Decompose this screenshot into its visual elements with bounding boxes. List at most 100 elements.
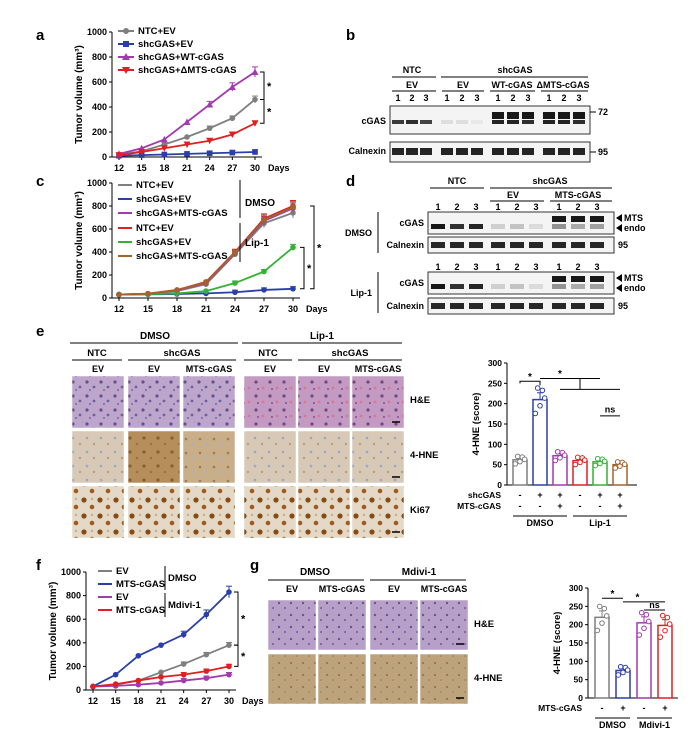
histo-e-tile [351,485,405,539]
chart-f-xtick-label: 21 [156,696,166,706]
blot-b-band-cgas-endo [420,120,432,124]
chart-f-ylabel: Tumor volume (mm³) [48,582,59,681]
blot-d-lane-label: 2 [454,202,459,212]
chart-c: 0 200 400 600 800 1000 12 15 18 21 24 27 30 Days Tumor… [74,178,328,314]
legend-f-label-3: EV [116,592,129,603]
histo-e-col-shcgas-1: shcGAS [164,348,201,359]
chart-c-xtick-label: 30 [288,304,298,314]
chart-c-series-5-point [203,279,209,286]
chart-a-sig-bracket [260,99,265,124]
blot-d-band-endo [491,224,505,229]
bar-e-point [577,459,583,466]
legend-f: EV MTS-cGAS EV MTS-cGAS DMSO Mdivi-1 [98,566,201,617]
panel-label-c: c [36,173,44,190]
blot-d-lane-label: 1 [556,262,561,272]
chart-a-ytick-label: 400 [92,102,107,112]
blot-d-arrow-mts-1 [616,214,622,222]
chart-f-series-2-point [135,681,142,688]
histo-g-tile [419,653,469,705]
blot-b-lane-label: 3 [423,93,428,103]
chart-f-series-3-point [90,683,96,690]
chart-a-xtick-label: 18 [159,163,169,173]
chart-a-series-2-point [206,101,214,108]
bar-e-row-mark: + [597,490,602,500]
chart-f: 0 200 400 600 800 1000 12 15 18 21 24 27 30 Days Tumor… [48,567,264,706]
blot-d-band-endo [510,284,524,289]
bar-g-ytick-label: 50 [574,675,584,685]
bar-g-row-mark: + [620,703,625,713]
blot-d-band-endo [552,224,566,229]
legend-f-label-1: EV [116,566,129,577]
bar-g-group-label: DMSO [599,720,626,730]
bar-e-point [581,457,588,463]
histo-g-tile [317,599,367,651]
blot-b-group-ntc: NTC [403,65,422,75]
blot-b-lane-label: 1 [546,93,551,103]
blot-b-group-shcgas: shcGAS [497,65,532,75]
bar-e-point [521,456,528,463]
bar-g-sig-label: * [636,592,640,603]
chart-c-xtick-label: 24 [230,304,240,314]
blot-d-membrane-cgas-2 [427,271,615,295]
chart-a-series-3-point [160,145,168,152]
bar-e-row-mark: + [557,501,562,511]
blot-d-lane-label: 2 [514,262,519,272]
legend-a-label-3: shcGAS+WT-cGAS [138,52,224,63]
blot-d-arrow-mts-2 [616,274,622,282]
chart-f-series-0-point [226,642,232,648]
chart-a-xtick-label: 21 [182,163,192,173]
chart-a-xlabel: Days [268,163,290,173]
chart-f-ytick-label: 1000 [61,567,81,577]
bar-e-point [612,465,619,471]
blot-d-band-mts [590,276,604,282]
chart-f-series-3-point [158,674,164,680]
chart-a-series-3-point [251,120,259,127]
chart-a-ytick-label: 800 [92,52,107,62]
blot-b-band-calnexin [420,148,432,155]
blot-b-band-cgas-endo [558,120,570,124]
bar-g-ytick-label: 300 [569,583,583,593]
blot-b-band-cgas-endo [573,120,585,124]
chart-a-series-1-point [229,149,236,156]
blot-b-band-calnexin [441,148,453,155]
bar-g-row-mark: - [643,703,646,713]
legend-a-marker-4 [122,67,130,74]
blot-d-band-calnexin [450,303,464,309]
bar-e-sig-bracket [519,380,541,386]
bar-e-row-mark: - [539,501,542,511]
chart-a-series-3-point [183,141,191,148]
blot-b-band-calnexin [507,148,519,155]
chart-a-series-1-point [184,151,190,157]
blot-d-band-calnexin [552,303,566,309]
chart-a-ylabel: Tumor volume (mm³) [74,45,85,144]
blot-b-band-calnexin [573,148,585,155]
blot-d-row-cal-1: Calnexin [386,240,424,250]
chart-f-series-2-point [158,680,164,686]
bar-e-point [552,457,559,464]
blot-d-row-cgas-2: cGAS [399,278,424,288]
chart-f-series-3-point [180,671,187,678]
histo-e-tile [127,375,181,429]
chart-c-ytick-label: 400 [92,247,107,257]
blot-d-band-mts [571,216,585,222]
blot-d-mw-2: 95 [618,301,628,311]
bar-e-point [554,448,561,455]
bar-g-point [664,614,671,621]
bar-e-ytick-label: 150 [488,419,502,429]
legend-a-marker-3 [122,53,130,60]
bar-e-row-mark: - [599,501,602,511]
bar-e-point [517,458,523,465]
legend-a-label-1: NTC+EV [138,26,176,37]
histo-e-tile [243,430,297,484]
legend-c-label-4: NTC+EV [136,223,174,234]
bar-g-point [599,620,605,626]
blot-d-band-mts [552,276,566,282]
histo-e-col-ntc-2: NTC [258,348,278,359]
blot-b-lane-label: 1 [395,93,400,103]
chart-c-series-5-point [116,291,122,298]
chart-c-ylabel: Tumor volume (mm³) [74,191,85,290]
chart-f-series-3-point [226,663,232,670]
chart-f-series-2-point [180,677,187,684]
histo-e-row-ki67: Ki67 [410,505,430,516]
legend-c-label-3: shcGAS+MTS-cGAS [136,208,228,219]
